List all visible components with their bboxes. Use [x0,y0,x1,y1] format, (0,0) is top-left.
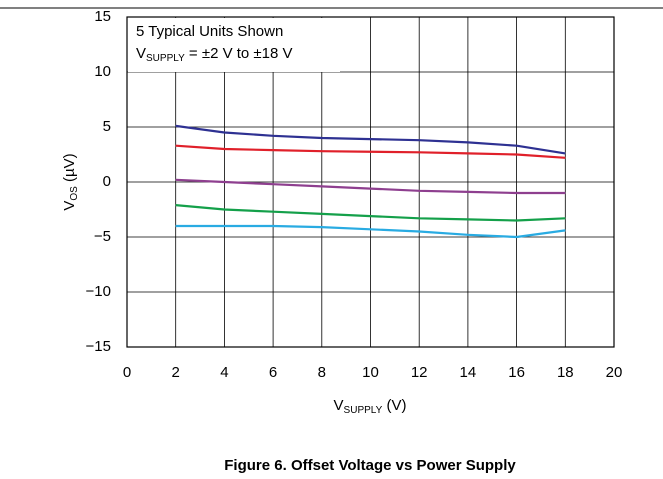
y-axis-label: VOS (µV) [61,153,80,210]
y-tick-label: −5 [94,228,111,245]
label-part: V [334,397,344,414]
annotation-part: V [136,45,146,62]
x-tick-label: 2 [172,364,180,381]
annotation-part: = ±2 V to ±18 V [185,45,293,62]
x-axis-label: VSUPPLY (V) [334,397,407,416]
y-tick-label: 0 [103,173,111,190]
x-tick-label: 16 [508,364,525,381]
x-tick-label: 12 [411,364,428,381]
y-tick-label: −15 [86,338,111,355]
x-tick-label: 8 [318,364,326,381]
label-part: SUPPLY [344,405,383,416]
x-tick-label: 14 [460,364,477,381]
x-tick-label: 0 [123,364,131,381]
x-tick-label: 4 [220,364,228,381]
label-part: OS [69,186,80,201]
x-tick-label: 10 [362,364,379,381]
series-line [175,204,566,222]
x-tick-label: 20 [606,364,623,381]
label-part: (V) [382,397,406,414]
y-tick-label: 15 [94,8,111,25]
series-line [175,178,566,195]
annotation: VSUPPLY = ±2 V to ±18 V [136,45,293,64]
chart-title: Figure 6. Offset Voltage vs Power Supply [224,457,516,474]
label-part: (µV) [61,153,78,186]
series-line [175,124,566,155]
annotation-box [128,18,340,72]
x-tick-label: 18 [557,364,574,381]
plot-border [126,16,615,348]
label-part: V [61,201,78,211]
series-line [175,224,566,239]
annotation: 5 Typical Units Shown [136,23,283,40]
y-tick-label: 10 [94,63,111,80]
y-tick-label: 5 [103,118,111,135]
annotation-part: SUPPLY [146,53,185,64]
x-tick-label: 6 [269,364,277,381]
series-line [175,144,566,159]
plot-area: −15 −10 −5 0 5 10 15 0 2 4 6 8 10 12 14 16 18 20 5 Typical… [86,8,623,381]
y-tick-label: −10 [86,283,111,300]
